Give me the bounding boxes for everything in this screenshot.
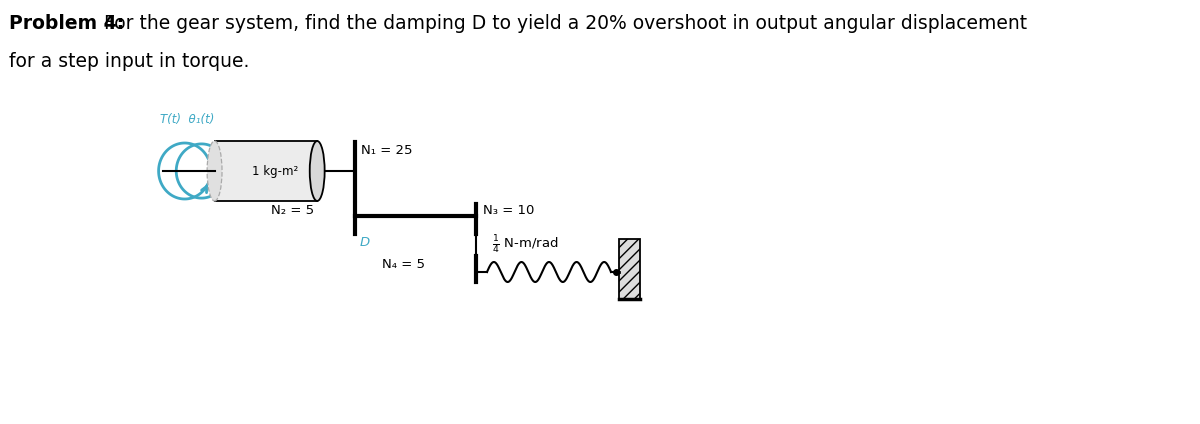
Bar — [619, 239, 640, 299]
Text: $\frac{1}{4}$ N-m/rad: $\frac{1}{4}$ N-m/rad — [492, 234, 558, 256]
Text: Problem 4:: Problem 4: — [10, 14, 125, 33]
Text: N₁ = 25: N₁ = 25 — [361, 144, 413, 157]
Text: N₄ = 5: N₄ = 5 — [383, 258, 426, 271]
Ellipse shape — [310, 141, 325, 201]
Bar — [215, 141, 317, 201]
Text: for a step input in torque.: for a step input in torque. — [10, 52, 250, 71]
Text: N₃ = 10: N₃ = 10 — [484, 204, 535, 217]
Text: T(t)  θ₁(t): T(t) θ₁(t) — [161, 113, 215, 126]
Ellipse shape — [208, 141, 222, 201]
Text: For the gear system, find the damping D to yield a 20% overshoot in output angul: For the gear system, find the damping D … — [98, 14, 1027, 33]
Text: 1 kg-m²: 1 kg-m² — [252, 165, 299, 178]
Text: N₂ = 5: N₂ = 5 — [270, 204, 313, 217]
Text: D: D — [360, 236, 371, 249]
